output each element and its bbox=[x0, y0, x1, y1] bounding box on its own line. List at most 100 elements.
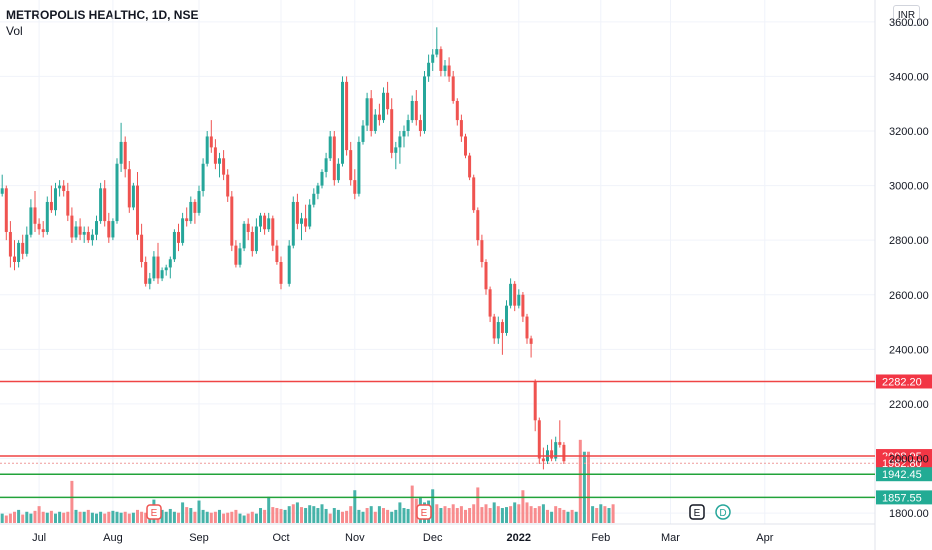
volume-bar bbox=[107, 511, 111, 523]
candle-body bbox=[201, 163, 205, 192]
volume-bar bbox=[86, 509, 90, 523]
volume-bar bbox=[234, 509, 238, 523]
candle-body bbox=[8, 231, 12, 257]
candle-body bbox=[291, 201, 295, 246]
volume-bar bbox=[242, 515, 246, 523]
candle-body bbox=[316, 185, 320, 194]
volume-bar bbox=[218, 509, 221, 523]
candle-body bbox=[435, 49, 439, 55]
candle-body bbox=[111, 221, 115, 238]
volume-bar bbox=[447, 508, 451, 523]
candle-body bbox=[324, 158, 328, 172]
candle-body bbox=[13, 256, 16, 262]
candle-body bbox=[82, 231, 86, 235]
x-tick-label: 2022 bbox=[507, 532, 531, 544]
candle-body bbox=[386, 92, 390, 110]
volume-bar bbox=[382, 508, 385, 523]
candle-body bbox=[136, 185, 139, 235]
volume-bar bbox=[185, 507, 189, 523]
candle-body bbox=[54, 188, 57, 211]
marker-label: E bbox=[151, 508, 158, 519]
volume-bar bbox=[357, 509, 361, 523]
volume-bar bbox=[492, 502, 496, 523]
earnings-marker bbox=[146, 504, 162, 520]
candle-body bbox=[21, 242, 25, 254]
candle-body bbox=[414, 100, 418, 121]
candle-body bbox=[254, 226, 258, 252]
candle-body bbox=[271, 218, 275, 246]
volume-bar bbox=[582, 451, 586, 523]
candle-body bbox=[472, 177, 476, 211]
candle-body bbox=[529, 338, 533, 344]
volume-bar bbox=[361, 511, 365, 523]
volume-bar bbox=[386, 509, 390, 523]
currency-button[interactable]: INR bbox=[893, 5, 920, 26]
candle-body bbox=[287, 245, 291, 284]
candle-body bbox=[78, 226, 82, 235]
y-tick-label: 2800.00 bbox=[889, 235, 929, 247]
volume-bar bbox=[271, 507, 275, 523]
volume-bar bbox=[45, 512, 49, 523]
y-tick-label: 2600.00 bbox=[889, 290, 929, 302]
candle-body bbox=[394, 147, 398, 153]
volume-bar bbox=[341, 511, 344, 523]
candle-body bbox=[70, 215, 74, 238]
volume-bar bbox=[283, 509, 287, 523]
candle-body bbox=[86, 231, 90, 241]
volume-bar bbox=[312, 506, 316, 523]
candle-body bbox=[213, 147, 217, 164]
volume-bar bbox=[410, 485, 414, 523]
volume-bar bbox=[177, 512, 180, 523]
volume-bar bbox=[402, 508, 406, 523]
volume-bar bbox=[599, 504, 603, 523]
volume-bar bbox=[398, 502, 402, 523]
candle-body bbox=[193, 201, 197, 213]
volume-bar bbox=[33, 510, 37, 523]
volume-bar bbox=[550, 511, 554, 523]
candle-body bbox=[541, 458, 545, 462]
volume-bar bbox=[316, 508, 320, 523]
volume-bar bbox=[603, 506, 607, 523]
candle-body bbox=[246, 223, 250, 232]
candle-body bbox=[62, 185, 66, 192]
volume-bar bbox=[533, 508, 537, 523]
candle-body bbox=[336, 163, 340, 181]
volume-bar bbox=[468, 508, 472, 523]
candle-body bbox=[468, 155, 472, 178]
volume-bar bbox=[546, 509, 549, 523]
candle-body bbox=[341, 81, 344, 164]
candle-body bbox=[476, 210, 480, 241]
volume-bar bbox=[17, 509, 21, 523]
candle-body bbox=[103, 188, 107, 222]
price-level-label: 1857.55 bbox=[882, 492, 922, 504]
price-level-label: 1982.80 bbox=[882, 458, 922, 470]
candle-body bbox=[275, 245, 279, 262]
chart-header: METROPOLIS HEALTHC, 1D, NSE Vol bbox=[6, 8, 198, 39]
volume-bar bbox=[595, 508, 599, 523]
price-level-tag bbox=[876, 456, 932, 471]
candle-body bbox=[418, 120, 422, 131]
candle-body bbox=[49, 201, 53, 211]
candle-body bbox=[263, 215, 267, 230]
candle-body bbox=[267, 218, 271, 230]
x-tick-label: Feb bbox=[591, 532, 610, 544]
volume-bar bbox=[246, 513, 250, 523]
volume-bar bbox=[484, 504, 488, 523]
candle-body bbox=[406, 120, 410, 131]
volume-bar bbox=[455, 508, 459, 523]
volume-bar bbox=[41, 511, 45, 523]
volume-bar bbox=[25, 511, 29, 523]
volume-bar bbox=[78, 511, 82, 523]
volume-bar bbox=[29, 513, 33, 523]
candle-body bbox=[17, 242, 21, 262]
volume-bar bbox=[464, 509, 467, 523]
volume-bar bbox=[193, 511, 197, 523]
volume-bar bbox=[181, 502, 185, 523]
candle-body bbox=[259, 215, 262, 227]
candle-body bbox=[451, 76, 455, 101]
candle-body bbox=[488, 289, 492, 317]
volume-bar bbox=[345, 510, 349, 523]
volume-bar bbox=[513, 502, 517, 523]
volume-indicator-label[interactable]: Vol bbox=[6, 24, 23, 38]
